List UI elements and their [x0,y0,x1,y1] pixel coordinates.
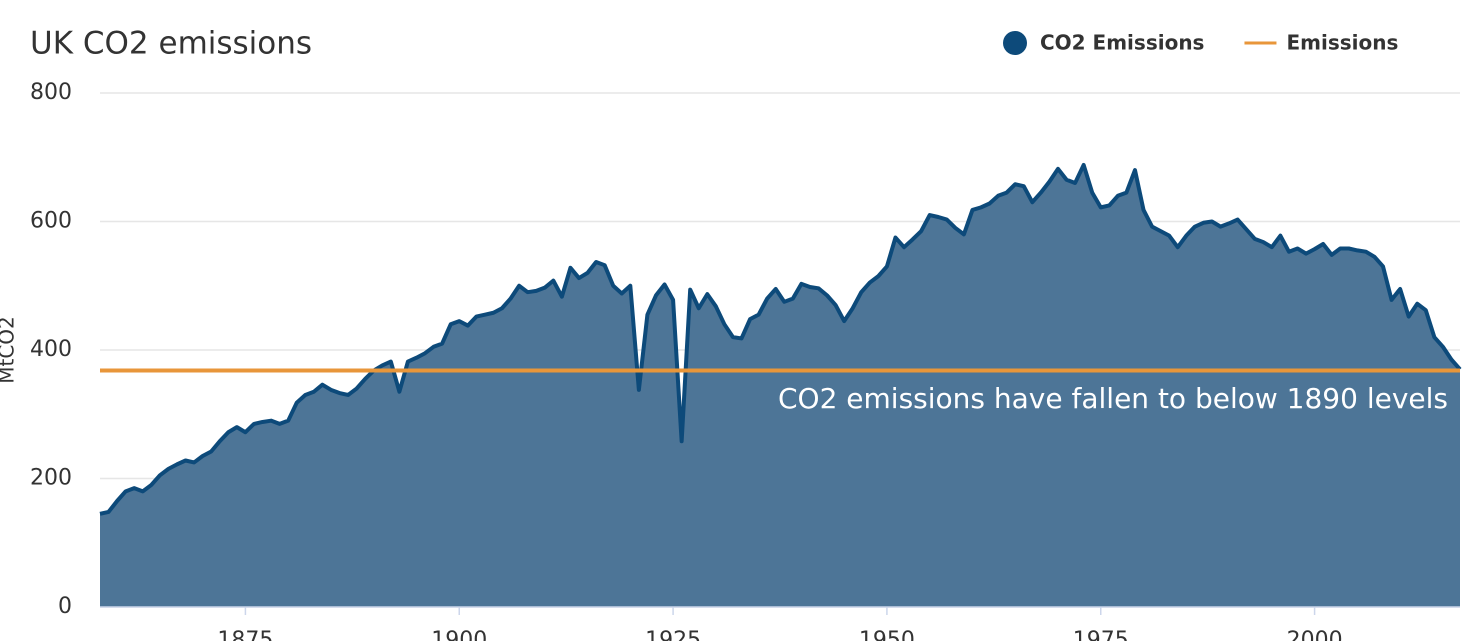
x-tick-label: 2000 [1287,628,1343,641]
legend-marker [1003,31,1027,55]
y-tick-label: 800 [30,80,72,105]
legend-label: Emissions [1286,31,1398,55]
y-tick-label: 600 [30,209,72,234]
y-tick-label: 0 [58,594,72,619]
y-axis-label: MtCO2 [0,316,19,384]
x-tick-label: 1975 [1073,628,1129,641]
x-tick-label: 1950 [859,628,915,641]
x-tick-label: 1900 [431,628,487,641]
y-tick-label: 200 [30,466,72,491]
x-tick-label: 1875 [217,628,273,641]
y-tick-label: 400 [30,337,72,362]
chart-title: UK CO2 emissions [30,26,312,62]
x-tick-label: 1925 [645,628,701,641]
area [100,164,1460,607]
area-line [99,162,1462,516]
legend-label: CO2 Emissions [1040,31,1204,55]
annotation: CO2 emissions have fallen to below 1890 … [778,382,1448,415]
